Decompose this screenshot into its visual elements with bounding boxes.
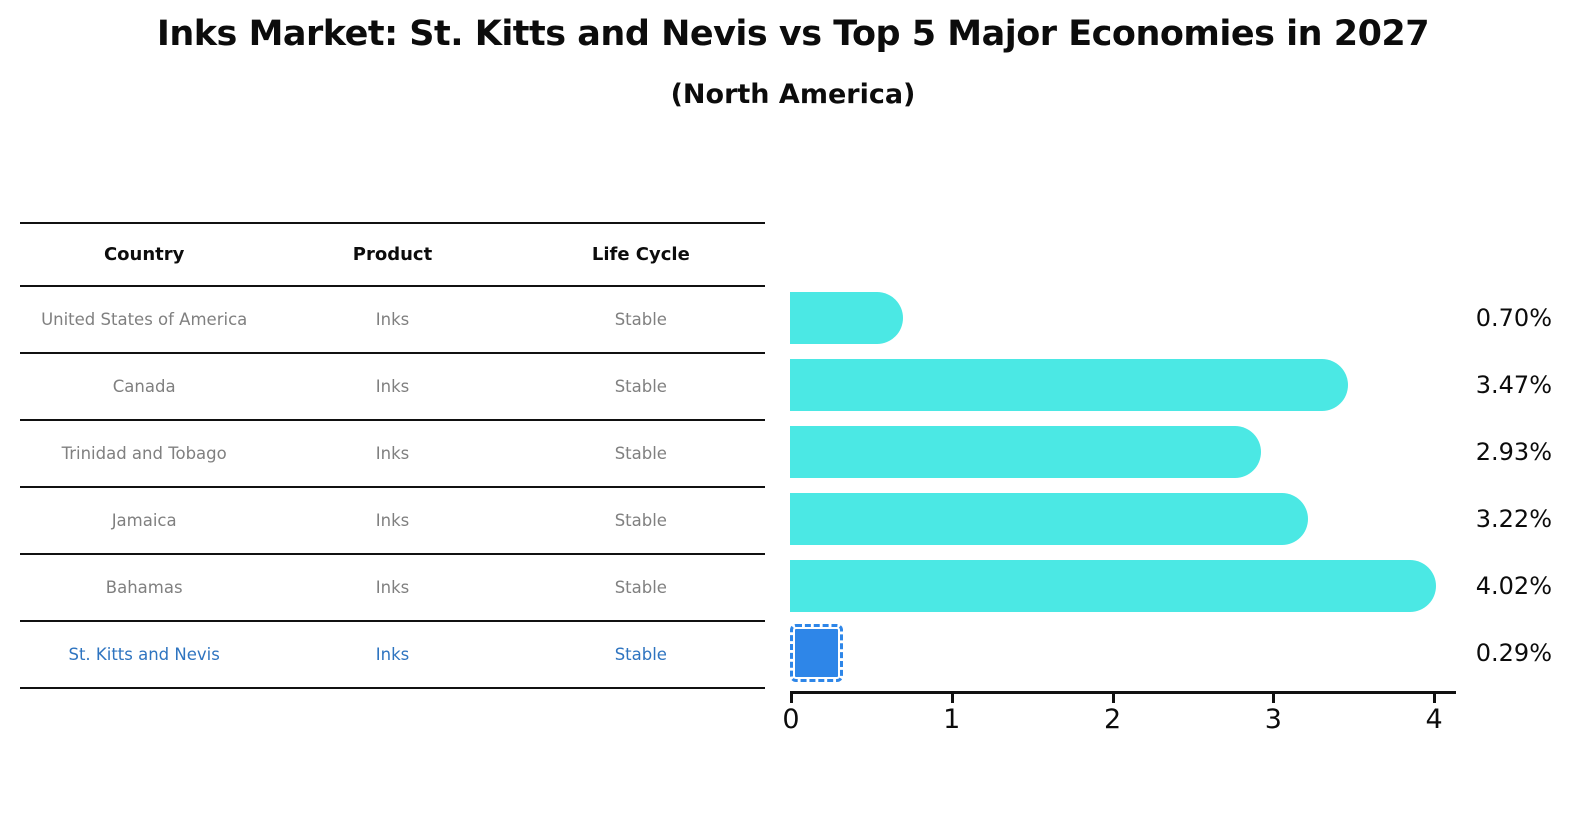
- bar: [790, 560, 1436, 612]
- bar: [790, 426, 1261, 478]
- x-tick-label: 4: [1425, 704, 1443, 735]
- cell-life-cycle: Stable: [614, 444, 667, 463]
- x-tick: [790, 694, 793, 703]
- x-tick-label: 3: [1264, 704, 1282, 735]
- table-row: Bahamas Inks Stable: [20, 555, 765, 622]
- cell-product: Inks: [375, 444, 410, 463]
- cell-life-cycle: Stable: [614, 645, 667, 664]
- table-row: Jamaica Inks Stable: [20, 488, 765, 555]
- table-row: Canada Inks Stable: [20, 354, 765, 421]
- x-tick: [950, 694, 954, 703]
- chart-title: Inks Market: St. Kitts and Nevis vs Top …: [156, 14, 1430, 54]
- cell-country: Canada: [112, 377, 176, 396]
- bar: [790, 359, 1348, 411]
- value-label: 0.29%: [1475, 639, 1552, 667]
- x-tick-label: 2: [1103, 704, 1122, 735]
- cell-life-cycle: Stable: [614, 377, 667, 396]
- value-label: 3.22%: [1475, 505, 1552, 533]
- bar-highlighted: [790, 624, 843, 682]
- x-tick: [1111, 694, 1115, 703]
- table-row: United States of America Inks Stable: [20, 287, 765, 354]
- chart-subtitle: (North America): [670, 79, 916, 110]
- table-row: Trinidad and Tobago Inks Stable: [20, 421, 765, 488]
- cell-country: St. Kitts and Nevis: [68, 645, 220, 664]
- value-label: 2.93%: [1475, 438, 1552, 466]
- column-header-life-cycle: Life Cycle: [591, 244, 690, 265]
- value-label: 4.02%: [1475, 572, 1552, 600]
- country-table: Country Product Life Cycle United States…: [20, 222, 765, 689]
- table-row: St. Kitts and Nevis Inks Stable: [20, 622, 765, 689]
- bar: [790, 292, 903, 344]
- cell-product: Inks: [375, 578, 410, 597]
- column-header-country: Country: [103, 244, 185, 265]
- bar-plot-area: [790, 285, 1454, 687]
- x-tick: [1433, 694, 1437, 703]
- table-header-row: Country Product Life Cycle: [20, 224, 765, 287]
- x-tick-label: 0: [782, 704, 800, 735]
- cell-product: Inks: [375, 511, 410, 530]
- cell-product: Inks: [375, 310, 410, 329]
- value-label: 0.70%: [1475, 304, 1552, 332]
- cell-life-cycle: Stable: [614, 310, 667, 329]
- cell-country: Trinidad and Tobago: [61, 444, 227, 463]
- value-label: 3.47%: [1475, 371, 1552, 399]
- cell-product: Inks: [375, 645, 410, 664]
- x-tick: [1272, 694, 1276, 703]
- cell-country: Bahamas: [105, 578, 183, 597]
- column-header-product: Product: [352, 244, 433, 265]
- cell-country: United States of America: [41, 310, 248, 329]
- cell-life-cycle: Stable: [614, 511, 667, 530]
- table-body: United States of America Inks Stable Canada…: [20, 287, 765, 689]
- cell-life-cycle: Stable: [614, 578, 667, 597]
- x-tick-label: 1: [943, 704, 961, 735]
- cell-product: Inks: [375, 377, 410, 396]
- bar: [790, 493, 1308, 545]
- x-axis-line: [790, 691, 1456, 694]
- cell-country: Jamaica: [111, 511, 177, 530]
